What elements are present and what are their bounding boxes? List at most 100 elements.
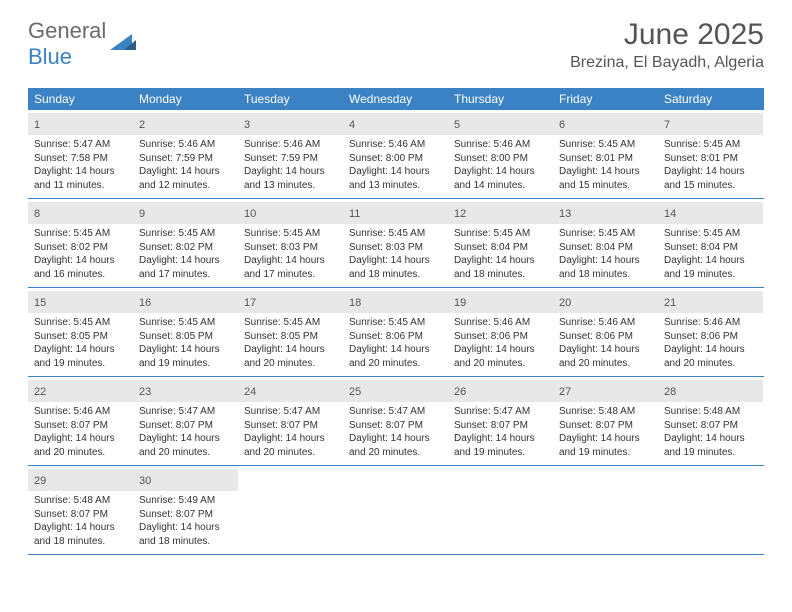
day-day2: and 13 minutes. [244,179,337,193]
month-title: June 2025 [570,18,764,52]
day-number-row: 24 [238,380,343,402]
day-sunset: Sunset: 8:07 PM [244,419,337,433]
day-sunset: Sunset: 7:59 PM [139,152,232,166]
day-cell: 22Sunrise: 5:46 AMSunset: 8:07 PMDayligh… [28,377,133,465]
day-number: 16 [139,297,151,309]
day-day2: and 11 minutes. [34,179,127,193]
day-cell: 14Sunrise: 5:45 AMSunset: 8:04 PMDayligh… [658,199,763,287]
day-sunrise: Sunrise: 5:45 AM [454,227,547,241]
day-day2: and 19 minutes. [664,446,757,460]
day-number: 23 [139,386,151,398]
day-day2: and 19 minutes. [34,357,127,371]
day-number-row: 28 [658,380,763,402]
weekday-header: Monday [133,88,238,110]
day-day1: Daylight: 14 hours [664,165,757,179]
weekday-header-row: Sunday Monday Tuesday Wednesday Thursday… [28,88,764,110]
day-day1: Daylight: 14 hours [349,432,442,446]
day-cell: 21Sunrise: 5:46 AMSunset: 8:06 PMDayligh… [658,288,763,376]
day-sunrise: Sunrise: 5:46 AM [34,405,127,419]
day-day1: Daylight: 14 hours [139,343,232,357]
day-number: 7 [664,119,670,131]
day-cell: 4Sunrise: 5:46 AMSunset: 8:00 PMDaylight… [343,110,448,198]
day-number: 24 [244,386,256,398]
day-number-row: 27 [553,380,658,402]
day-cell: 12 Sunrise: 5:45 AMSunset: 8:04 PMDayligh… [448,199,553,287]
day-cell: 10Sunrise: 5:45 AMSunset: 8:03 PMDayligh… [238,199,343,287]
day-cell: 2Sunrise: 5:46 AMSunset: 7:59 PMDaylight… [133,110,238,198]
day-cell: 11Sunrise: 5:45 AMSunset: 8:03 PMDayligh… [343,199,448,287]
day-cell: 13Sunrise: 5:45 AMSunset: 8:04 PMDayligh… [553,199,658,287]
day-sunset: Sunset: 8:00 PM [454,152,547,166]
day-day1: Daylight: 14 hours [244,432,337,446]
day-cell: 16Sunrise: 5:45 AMSunset: 8:05 PMDayligh… [133,288,238,376]
day-number: 28 [664,386,676,398]
day-sunset: Sunset: 8:07 PM [559,419,652,433]
week-row: 1Sunrise: 5:47 AMSunset: 7:58 PMDaylight… [28,110,764,199]
day-day1: Daylight: 14 hours [664,343,757,357]
day-day1: Daylight: 14 hours [559,432,652,446]
day-number: 13 [559,208,571,220]
day-number: 4 [349,119,355,131]
day-number: 19 [454,297,466,309]
day-number: 11 [349,208,360,220]
day-sunrise: Sunrise: 5:46 AM [349,138,442,152]
day-sunset: Sunset: 8:04 PM [454,241,547,255]
day-number-row: 23 [133,380,238,402]
day-sunrise: Sunrise: 5:47 AM [34,138,127,152]
day-day2: and 18 minutes. [139,535,232,549]
day-number: 3 [244,119,250,131]
day-sunrise: Sunrise: 5:45 AM [559,227,652,241]
day-cell: 5Sunrise: 5:46 AMSunset: 8:00 PMDaylight… [448,110,553,198]
day-number: 26 [454,386,466,398]
day-cell [343,466,448,554]
day-day2: and 15 minutes. [559,179,652,193]
day-number-row: 10 [238,202,343,224]
day-day1: Daylight: 14 hours [34,432,127,446]
day-day1: Daylight: 14 hours [454,254,547,268]
day-day2: and 12 minutes. [139,179,232,193]
day-cell: 17Sunrise: 5:45 AMSunset: 8:05 PMDayligh… [238,288,343,376]
day-number-row: 12 [448,202,553,224]
day-number-row: 3 [238,113,343,135]
day-number: 15 [34,297,46,309]
day-sunset: Sunset: 8:02 PM [34,241,127,255]
day-day2: and 18 minutes. [34,535,127,549]
day-sunset: Sunset: 8:01 PM [664,152,757,166]
day-cell: 6Sunrise: 5:45 AMSunset: 8:01 PMDaylight… [553,110,658,198]
day-sunset: Sunset: 8:07 PM [34,508,127,522]
week-row: 29Sunrise: 5:48 AMSunset: 8:07 PMDayligh… [28,466,764,555]
day-day1: Daylight: 14 hours [34,254,127,268]
logo: General Blue [28,18,136,70]
day-day2: and 18 minutes. [454,268,547,282]
day-number: 20 [559,297,571,309]
calendar: Sunday Monday Tuesday Wednesday Thursday… [28,88,764,555]
day-cell: 29Sunrise: 5:48 AMSunset: 8:07 PMDayligh… [28,466,133,554]
day-number-row: 29 [28,469,133,491]
day-sunset: Sunset: 8:05 PM [244,330,337,344]
location: Brezina, El Bayadh, Algeria [570,54,764,72]
day-day1: Daylight: 14 hours [244,254,337,268]
day-cell: 18Sunrise: 5:45 AMSunset: 8:06 PMDayligh… [343,288,448,376]
day-sunrise: Sunrise: 5:45 AM [664,227,757,241]
day-sunrise: Sunrise: 5:46 AM [454,138,547,152]
day-sunrise: Sunrise: 5:45 AM [34,227,127,241]
day-cell [553,466,658,554]
day-day1: Daylight: 14 hours [34,521,127,535]
day-number: 21 [664,297,676,309]
day-number-row: 14 [658,202,763,224]
day-day1: Daylight: 14 hours [34,165,127,179]
day-number-row: 17 [238,291,343,313]
weekday-header: Tuesday [238,88,343,110]
day-day1: Daylight: 14 hours [664,254,757,268]
day-day2: and 17 minutes. [244,268,337,282]
day-sunset: Sunset: 8:05 PM [139,330,232,344]
week-row: 22Sunrise: 5:46 AMSunset: 8:07 PMDayligh… [28,377,764,466]
day-number-row: 22 [28,380,133,402]
day-sunrise: Sunrise: 5:47 AM [139,405,232,419]
day-cell: 30Sunrise: 5:49 AMSunset: 8:07 PMDayligh… [133,466,238,554]
day-sunset: Sunset: 7:58 PM [34,152,127,166]
day-number-row: 18 [343,291,448,313]
day-number-row: 30 [133,469,238,491]
day-sunset: Sunset: 8:06 PM [664,330,757,344]
logo-text-general: General [28,18,106,43]
